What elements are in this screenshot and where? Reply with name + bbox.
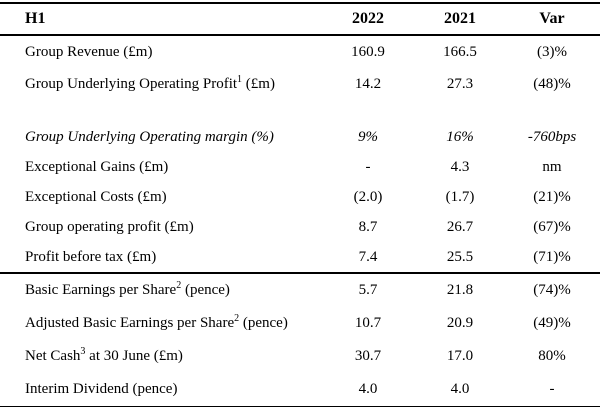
table-row-group-revenue: Group Revenue (£m) 160.9 166.5 (3)%: [0, 36, 600, 68]
row-label: Net Cash3 at 30 June (£m): [0, 346, 320, 365]
value-2021: 21.8: [446, 282, 474, 298]
table-row-adjusted-basic-eps: Adjusted Basic Earnings per Share2 (penc…: [0, 307, 600, 340]
column-header-h1: H1: [25, 10, 46, 27]
value-2022: -: [365, 158, 371, 175]
value-var: (21)%: [533, 188, 571, 205]
value-var: -760bps: [527, 128, 577, 145]
value-2021: 17.0: [446, 348, 474, 364]
footnote-marker: 2: [234, 313, 240, 324]
row-label-text: Profit before tax (£m): [25, 248, 157, 265]
value-2022: 30.7: [354, 348, 382, 364]
table-row-interim-dividend: Interim Dividend (pence) 4.0 4.0 -: [0, 373, 600, 406]
row-label: Adjusted Basic Earnings per Share2 (penc…: [0, 313, 320, 332]
row-label-suffix: (pence): [181, 282, 230, 298]
row-label-text: Group Underlying Operating Profit: [25, 75, 238, 92]
value-2021: 27.3: [446, 75, 474, 92]
value-var: (49)%: [533, 315, 571, 331]
table-row-exceptional-costs: Exceptional Costs (£m) (2.0) (1.7) (21)%: [0, 182, 600, 212]
column-header-var: Var: [539, 10, 565, 27]
table-row-exceptional-gains: Exceptional Gains (£m) - 4.3 nm: [0, 152, 600, 182]
row-label-text: Interim Dividend (pence): [25, 381, 178, 397]
value-2021: 20.9: [446, 315, 474, 331]
value-2021: 16%: [446, 128, 474, 145]
value-var: nm: [542, 158, 562, 175]
row-label: Group operating profit (£m): [0, 219, 320, 236]
row-label: Group Underlying Operating Profit1 (£m): [0, 73, 320, 93]
value-var: (48)%: [533, 75, 571, 92]
row-label: Exceptional Costs (£m): [0, 189, 320, 206]
value-2021: (1.7): [445, 188, 475, 205]
table-header-row: H1 2022 2021 Var: [0, 4, 600, 36]
row-label: Basic Earnings per Share2 (pence): [0, 280, 320, 299]
value-var: 80%: [538, 348, 566, 364]
value-2021: 166.5: [443, 43, 477, 60]
table-row-basic-eps: Basic Earnings per Share2 (pence) 5.7 21…: [0, 274, 600, 307]
row-label-text: Group operating profit (£m): [25, 218, 194, 235]
row-label: Group Underlying Operating margin (%): [0, 129, 320, 146]
value-var: (3)%: [537, 43, 567, 60]
row-label-text: Exceptional Gains (£m): [25, 158, 169, 175]
value-var: (74)%: [533, 282, 571, 298]
footnote-marker: 3: [80, 346, 86, 357]
value-2022: 14.2: [354, 75, 382, 92]
value-2022: 5.7: [358, 282, 378, 298]
row-label-suffix: at 30 June (£m): [85, 348, 183, 364]
value-2022: (2.0): [353, 188, 383, 205]
table-row-net-cash: Net Cash3 at 30 June (£m) 30.7 17.0 80%: [0, 340, 600, 373]
footnote-marker: 2: [176, 280, 182, 291]
value-2022: 160.9: [351, 43, 385, 60]
row-label-text: Basic Earnings per Share: [25, 282, 177, 298]
value-2022: 9%: [358, 128, 378, 145]
value-2022: 10.7: [354, 315, 382, 331]
table-row-underlying-operating-margin: Group Underlying Operating margin (%) 9%…: [0, 122, 600, 152]
footnote-marker: 1: [237, 73, 243, 85]
value-2022: 4.0: [358, 381, 378, 397]
row-label-suffix: (pence): [239, 315, 288, 331]
column-header-2022: 2022: [352, 10, 384, 27]
value-2021: 4.3: [450, 158, 470, 175]
value-2021: 4.0: [450, 381, 470, 397]
value-var: (67)%: [533, 218, 571, 235]
row-label-text: Group Underlying Operating margin (%): [25, 128, 274, 145]
value-var: -: [549, 381, 555, 397]
table-row-underlying-operating-profit: Group Underlying Operating Profit1 (£m) …: [0, 68, 600, 100]
row-label-text: Group Revenue (£m): [25, 43, 153, 60]
row-label-text: Net Cash: [25, 348, 81, 364]
row-label: Group Revenue (£m): [0, 44, 320, 61]
section-divider-rule: [0, 272, 600, 274]
row-label: Profit before tax (£m): [0, 249, 320, 266]
row-label-text: Adjusted Basic Earnings per Share: [25, 315, 235, 331]
row-label-suffix: (£m): [242, 75, 275, 92]
value-2022: 7.4: [358, 248, 378, 265]
row-label: Exceptional Gains (£m): [0, 159, 320, 176]
blank-spacer-row: [0, 100, 600, 122]
table-row-group-operating-profit: Group operating profit (£m) 8.7 26.7 (67…: [0, 212, 600, 242]
value-2021: 25.5: [446, 248, 474, 265]
table-row-profit-before-tax: Profit before tax (£m) 7.4 25.5 (71)%: [0, 242, 600, 272]
value-2022: 8.7: [358, 218, 378, 235]
row-label: Interim Dividend (pence): [0, 381, 320, 398]
row-label-text: Exceptional Costs (£m): [25, 188, 167, 205]
column-header-2021: 2021: [444, 10, 476, 27]
value-2021: 26.7: [446, 218, 474, 235]
value-var: (71)%: [533, 248, 571, 265]
